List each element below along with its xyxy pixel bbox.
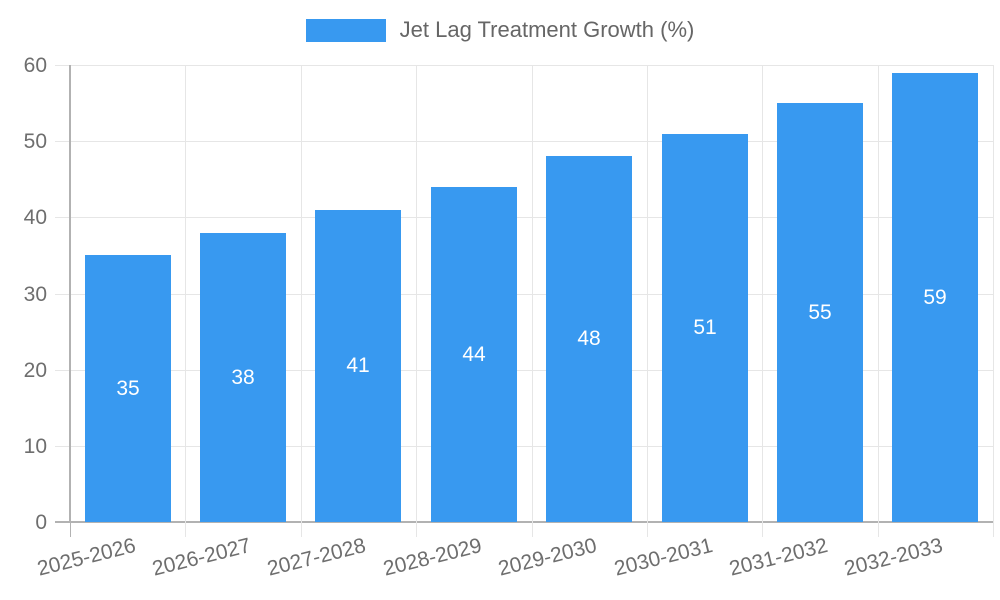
legend-label: Jet Lag Treatment Growth (%) <box>399 17 695 42</box>
gridline-x <box>185 65 186 522</box>
gridline-x <box>301 65 302 522</box>
x-tick-mark <box>762 522 763 537</box>
gridline-x <box>532 65 533 522</box>
y-tick-label: 0 <box>35 511 47 534</box>
bar-value-label: 51 <box>693 316 717 339</box>
x-tick-mark <box>647 522 648 537</box>
x-tick-mark <box>878 522 879 537</box>
gridline-y <box>55 141 993 142</box>
gridline-x <box>647 65 648 522</box>
x-tick-label: 2032-2033 <box>841 534 945 581</box>
legend-swatch <box>305 18 386 42</box>
x-tick-mark <box>993 522 994 537</box>
gridline-y <box>55 294 993 295</box>
bar-2026-2027[interactable]: 38 <box>200 233 286 522</box>
gridline-x <box>416 65 417 522</box>
bar-value-label: 48 <box>577 327 601 350</box>
legend-item[interactable]: Jet Lag Treatment Growth (%) <box>0 17 1000 43</box>
bar-2031-2032[interactable]: 55 <box>777 103 863 522</box>
bar-value-label: 41 <box>346 354 370 377</box>
gridline-y <box>55 217 993 218</box>
x-tick-label: 2028-2029 <box>380 534 484 581</box>
bar-2027-2028[interactable]: 41 <box>315 210 401 522</box>
x-axis-line <box>55 521 993 523</box>
gridline-x <box>993 65 994 522</box>
bar-2028-2029[interactable]: 44 <box>431 187 517 522</box>
bar-2025-2026[interactable]: 35 <box>85 255 171 522</box>
y-tick-label: 60 <box>23 54 47 77</box>
y-tick-label: 10 <box>23 435 47 458</box>
x-tick-mark <box>185 522 186 537</box>
x-tick-mark <box>416 522 417 537</box>
bar-value-label: 59 <box>923 285 947 309</box>
x-tick-label: 2027-2028 <box>264 534 368 581</box>
x-tick-mark <box>301 522 302 537</box>
x-tick-label: 2030-2031 <box>611 534 715 581</box>
gridline-y <box>55 65 993 66</box>
x-tick-mark <box>532 522 533 537</box>
gridline-y <box>55 446 993 447</box>
gridline-x <box>878 65 879 522</box>
bar-2032-2033[interactable]: 59 <box>892 73 978 522</box>
bar-value-label: 35 <box>116 376 140 400</box>
bar-value-label: 55 <box>808 300 832 324</box>
y-tick-label: 40 <box>23 206 47 229</box>
gridline-x <box>762 65 763 522</box>
y-axis-line <box>69 65 71 522</box>
x-tick-label: 2026-2027 <box>149 534 253 581</box>
bar-2029-2030[interactable]: 48 <box>546 156 632 522</box>
y-tick-label: 50 <box>23 130 47 153</box>
x-tick-label: 2025-2026 <box>34 534 138 581</box>
bar-value-label: 44 <box>462 342 486 366</box>
y-tick-label: 20 <box>23 359 47 382</box>
x-tick-label: 2031-2032 <box>726 534 830 581</box>
x-tick-label: 2029-2030 <box>495 534 599 581</box>
gridline-y <box>55 370 993 371</box>
bar-2030-2031[interactable]: 51 <box>662 134 748 522</box>
y-tick-label: 30 <box>23 283 47 306</box>
bar-value-label: 38 <box>231 365 255 389</box>
x-tick-mark <box>70 522 71 537</box>
